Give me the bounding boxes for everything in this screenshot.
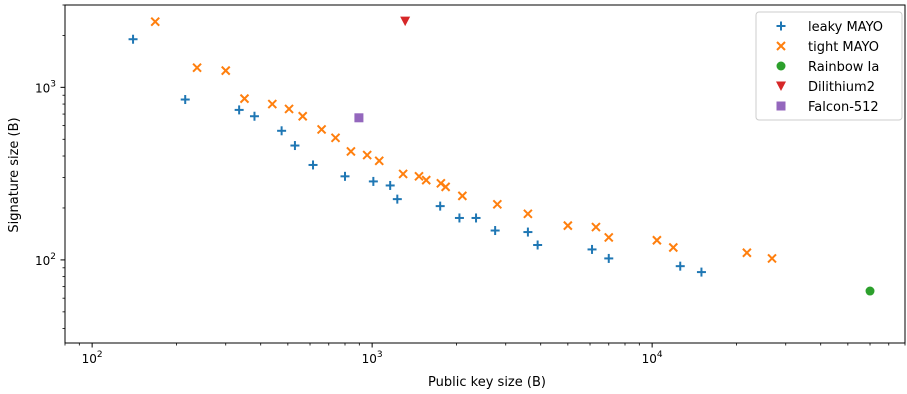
legend-marker-dilithium2	[776, 81, 786, 91]
rainbow-ia-point	[865, 286, 875, 296]
tight-mayo-point	[346, 146, 356, 157]
leaky-mayo-point	[308, 160, 318, 170]
tight-mayo-point	[421, 175, 431, 185]
tight-mayo-point	[604, 232, 614, 243]
tight-mayo-point	[414, 171, 424, 182]
tight-mayo-point	[591, 222, 601, 232]
legend-label-leaky-mayo: leaky MAYO	[808, 20, 883, 35]
leaky-mayo-point	[587, 244, 597, 254]
leaky-mayo-point	[340, 171, 350, 181]
plot-frame	[64, 4, 906, 344]
legend-label-dilithium2: Dilithium2	[808, 80, 875, 95]
tight-mayo-point	[374, 156, 384, 166]
tight-mayo-point	[398, 169, 408, 179]
x-tick-label: 103	[362, 350, 383, 366]
tight-mayo-point	[362, 150, 372, 160]
y-axis-label: Signature size (B)	[7, 117, 22, 232]
tight-mayo-point	[440, 182, 451, 192]
leaky-mayo-point	[471, 213, 481, 223]
dilithium2-point	[400, 16, 411, 27]
tight-mayo-point	[221, 65, 231, 76]
x-tick-label: 102	[82, 350, 103, 366]
legend-marker-rainbow-ia	[776, 61, 786, 71]
y-tick-label: 102	[35, 252, 56, 268]
data-marks	[128, 16, 875, 296]
tight-mayo-point	[239, 93, 250, 104]
legend-label-rainbow-ia: Rainbow Ia	[808, 60, 879, 75]
leaky-mayo-point	[249, 111, 259, 121]
tight-mayo-point	[668, 242, 678, 253]
tight-mayo-point	[492, 199, 503, 210]
leaky-mayo-point	[277, 126, 287, 136]
leaky-mayo-point	[234, 105, 244, 115]
leaky-mayo-point	[454, 213, 464, 223]
leaky-mayo-point	[368, 176, 378, 186]
tight-mayo-point	[767, 253, 777, 264]
leaky-mayo-point	[604, 253, 614, 263]
tight-mayo-point	[457, 191, 468, 201]
tight-mayo-point	[316, 124, 327, 135]
legend: leaky MAYO tight MAYO Rainbow Ia Dilithium2…	[755, 11, 903, 121]
tight-mayo-point	[330, 133, 341, 143]
tight-mayo-point	[298, 111, 308, 121]
leaky-mayo-point	[290, 141, 300, 151]
leaky-mayo-point	[128, 34, 138, 44]
leaky-mayo-point	[523, 227, 533, 237]
tight-mayo-point	[563, 220, 573, 231]
legend-marker-falcon-512	[776, 101, 786, 111]
tight-mayo-point	[192, 62, 202, 73]
tight-mayo-point	[267, 99, 278, 109]
legend-marker-tight-mayo	[776, 41, 786, 51]
leaky-mayo-point	[696, 267, 706, 277]
plot-axes: 102 103 104 102 103	[35, 4, 906, 366]
legend-marker-leaky-mayo	[776, 21, 786, 31]
tight-mayo-point	[742, 248, 752, 258]
leaky-mayo-point	[533, 240, 543, 250]
leaky-mayo-point	[490, 226, 500, 236]
y-tick-label: 103	[35, 79, 56, 95]
x-axis-label: Public key size (B)	[428, 375, 546, 390]
tight-mayo-point	[523, 209, 533, 219]
tight-mayo-point	[652, 235, 662, 245]
falcon-512-point	[354, 113, 364, 123]
leaky-mayo-point	[675, 261, 685, 271]
legend-label-falcon-512: Falcon-512	[808, 100, 879, 115]
legend-label-tight-mayo: tight MAYO	[808, 40, 879, 55]
leaky-mayo-point	[385, 180, 395, 190]
leaky-mayo-point	[435, 201, 445, 211]
x-tick-label: 104	[642, 350, 663, 366]
leaky-mayo-point	[392, 194, 402, 204]
leaky-mayo-point	[180, 95, 190, 105]
legend-box	[755, 11, 903, 121]
tight-mayo-point	[284, 104, 294, 114]
tight-mayo-point	[150, 17, 160, 27]
